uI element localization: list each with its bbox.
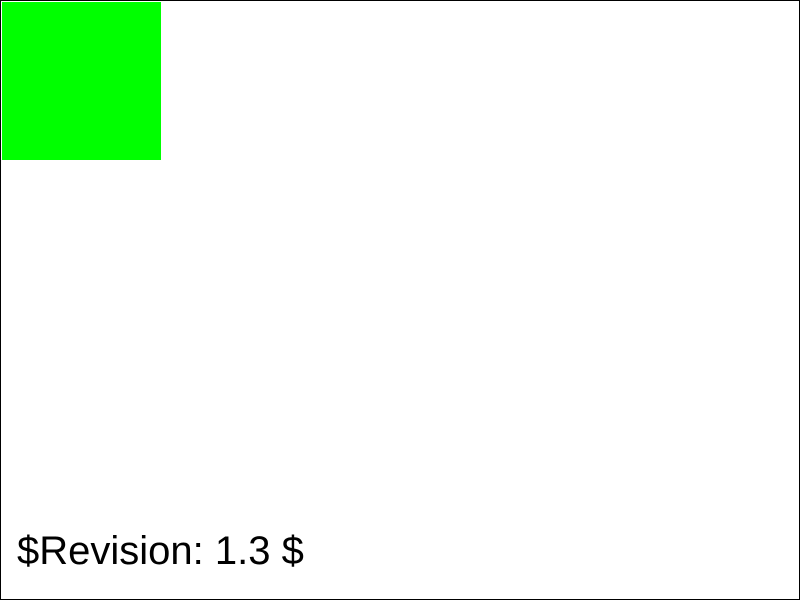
green-square [2, 2, 161, 160]
revision-label: $Revision: 1.3 $ [17, 529, 304, 573]
